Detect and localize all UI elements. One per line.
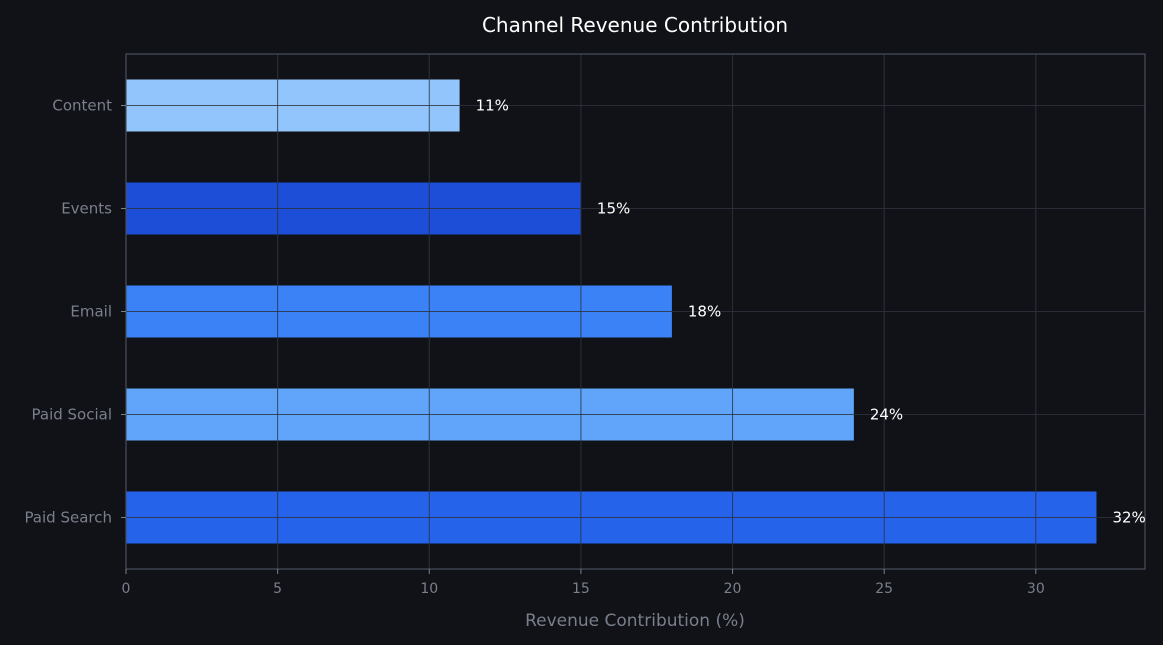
bar-value-label: 18% <box>688 303 721 321</box>
x-tick-label: 0 <box>122 581 131 597</box>
x-tick-label: 20 <box>724 581 742 597</box>
bar-value-label: 15% <box>597 200 630 218</box>
x-tick-label: 5 <box>273 581 282 597</box>
bar-value-label: 11% <box>476 97 509 115</box>
x-tick-label: 25 <box>875 581 893 597</box>
data-labels: 32% 24% 18% 15% 11% <box>476 97 1146 527</box>
y-category-label: Paid Search <box>24 509 112 527</box>
bar-value-label: 24% <box>870 406 903 424</box>
y-axis-categories: Paid Search Paid Social Email Events Content <box>24 97 126 527</box>
chart-title: Channel Revenue Contribution <box>482 13 788 37</box>
y-category-label: Events <box>61 200 112 218</box>
bar-value-label: 32% <box>1112 509 1145 527</box>
x-axis-ticks: 0 5 10 15 20 25 30 <box>122 569 1045 597</box>
y-category-label: Paid Social <box>32 406 113 424</box>
x-tick-label: 10 <box>420 581 438 597</box>
y-category-label: Content <box>52 97 112 115</box>
grid-overlay <box>125 54 1145 569</box>
x-axis-label: Revenue Contribution (%) <box>525 611 745 631</box>
x-tick-label: 30 <box>1027 581 1045 597</box>
x-tick-label: 15 <box>572 581 590 597</box>
y-category-label: Email <box>70 303 112 321</box>
